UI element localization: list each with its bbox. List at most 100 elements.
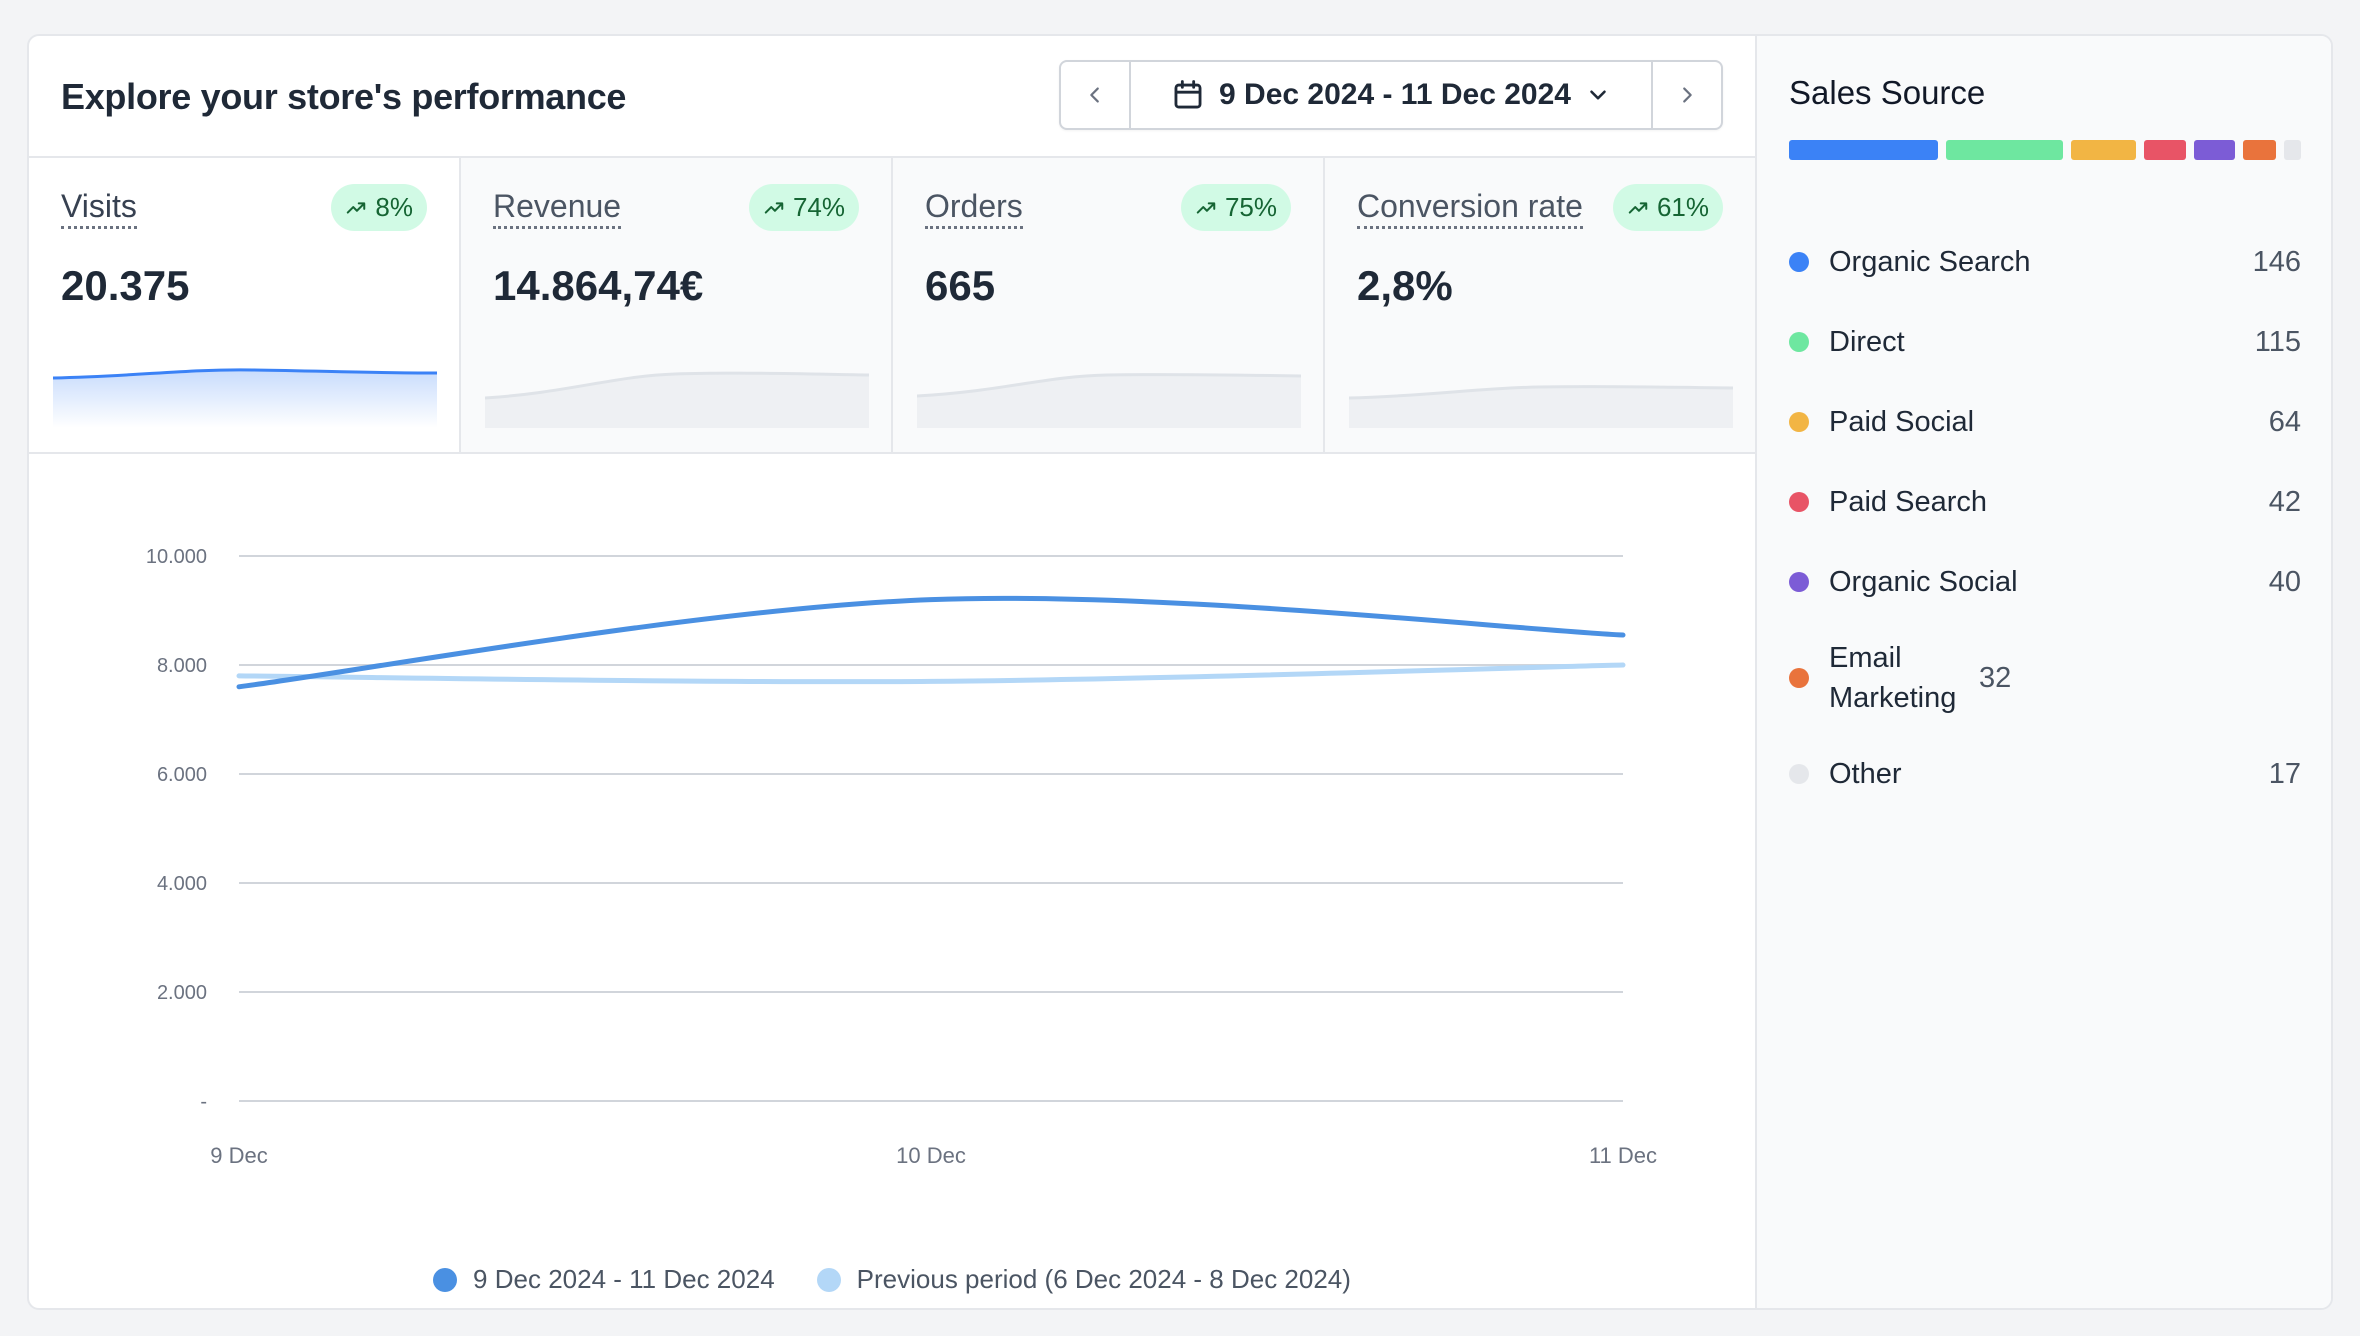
y-tick-label: 8.000 bbox=[157, 655, 207, 677]
source-row-paid-social[interactable]: Paid Social 64 bbox=[1789, 382, 2301, 462]
visits-chart: 10.000 8.000 6.000 4.000 2.000 - 9 Dec 10 Dec 11… bbox=[29, 454, 1755, 1308]
calendar-icon bbox=[1174, 80, 1202, 109]
change-badge: 75% bbox=[1180, 184, 1291, 231]
source-bar-segment bbox=[2243, 140, 2276, 160]
source-row-email-marketing[interactable]: Email Marketing 32 bbox=[1789, 622, 2301, 734]
legend-swatch bbox=[816, 1267, 841, 1292]
sales-source-bar bbox=[1789, 140, 2301, 160]
sales-source-panel: Sales Source Organic Search 146 Direct 1… bbox=[1757, 36, 2331, 1308]
source-row-other[interactable]: Other 17 bbox=[1789, 734, 2301, 814]
y-tick-label: 2.000 bbox=[157, 982, 207, 1004]
series-line-previous-period bbox=[236, 662, 1626, 685]
change-value: 61% bbox=[1656, 192, 1709, 222]
date-range-label: 9 Dec 2024 - 11 Dec 2024 bbox=[1219, 78, 1571, 111]
source-dot bbox=[1789, 412, 1809, 432]
source-bar-segment bbox=[2194, 140, 2236, 160]
y-tick-label: 10.000 bbox=[146, 546, 207, 568]
metric-label: Revenue bbox=[493, 189, 622, 229]
legend-swatch bbox=[433, 1267, 458, 1292]
source-name: Organic Social bbox=[1829, 566, 2018, 598]
metric-value: 665 bbox=[925, 262, 996, 309]
sparkline bbox=[1349, 385, 1733, 428]
previous-period-button[interactable] bbox=[1061, 62, 1131, 128]
metric-value: 14.864,74€ bbox=[493, 262, 704, 309]
metric-label: Visits bbox=[61, 189, 137, 229]
chevron-right-icon bbox=[1683, 87, 1692, 103]
chevron-left-icon bbox=[1090, 87, 1099, 103]
x-tick-label: 10 Dec bbox=[896, 1143, 966, 1168]
change-value: 8% bbox=[375, 192, 413, 222]
y-tick-label: - bbox=[200, 1091, 207, 1113]
source-dot bbox=[1789, 332, 1809, 352]
metric-tabs: Visits 8% 20.375 Revenue 74% 14.8 bbox=[29, 158, 1755, 454]
metric-tab-visits[interactable]: Visits 8% 20.375 bbox=[29, 158, 461, 452]
metric-value: 2,8% bbox=[1357, 262, 1453, 309]
sparkline bbox=[53, 368, 437, 428]
date-range-dropdown[interactable]: 9 Dec 2024 - 11 Dec 2024 bbox=[1131, 62, 1651, 128]
change-badge: 8% bbox=[331, 184, 427, 231]
source-bar-segment bbox=[1789, 140, 1938, 160]
x-tick-label: 11 Dec bbox=[1589, 1143, 1657, 1168]
source-dot bbox=[1789, 492, 1809, 512]
source-count: 64 bbox=[2268, 405, 2301, 438]
source-count: 115 bbox=[2254, 325, 2301, 358]
source-name: Paid Social bbox=[1829, 406, 1975, 438]
sparkline bbox=[917, 373, 1301, 428]
metric-tab-orders[interactable]: Orders 75% 665 bbox=[893, 158, 1325, 452]
source-name: Organic Search bbox=[1829, 246, 2031, 278]
main-panel: Explore your store's performance 9 Dec 2… bbox=[29, 36, 1757, 1308]
trending-up-icon bbox=[347, 201, 366, 214]
metric-tab-revenue[interactable]: Revenue 74% 14.864,74€ bbox=[461, 158, 893, 452]
source-row-organic-social[interactable]: Organic Social 40 bbox=[1789, 542, 2301, 622]
trending-up-icon bbox=[1196, 201, 1216, 214]
change-badge: 61% bbox=[1612, 184, 1723, 231]
trending-up-icon bbox=[1628, 201, 1648, 214]
source-dot bbox=[1789, 764, 1809, 784]
source-count: 32 bbox=[1979, 661, 2012, 694]
trending-up-icon bbox=[764, 201, 784, 214]
header: Explore your store's performance 9 Dec 2… bbox=[29, 36, 1755, 158]
source-count: 40 bbox=[2268, 565, 2301, 598]
source-dot bbox=[1789, 668, 1809, 688]
next-period-button[interactable] bbox=[1651, 62, 1721, 128]
line-chart: 10.000 8.000 6.000 4.000 2.000 - 9 Dec 10 Dec 11… bbox=[146, 546, 1657, 1168]
performance-card: Explore your store's performance 9 Dec 2… bbox=[27, 34, 2333, 1310]
source-dot bbox=[1789, 572, 1809, 592]
legend-previous-period[interactable]: Previous period (6 Dec 2024 - 8 Dec 2024… bbox=[816, 1264, 1351, 1295]
legend-label: Previous period (6 Dec 2024 - 8 Dec 2024… bbox=[856, 1264, 1351, 1294]
source-row-paid-search[interactable]: Paid Search 42 bbox=[1789, 462, 2301, 542]
source-row-organic-search[interactable]: Organic Search 146 bbox=[1789, 222, 2301, 302]
source-bar-segment bbox=[2070, 140, 2136, 160]
y-tick-label: 6.000 bbox=[157, 764, 207, 786]
source-count: 42 bbox=[2268, 485, 2301, 518]
source-count: 146 bbox=[2252, 245, 2301, 278]
source-dot bbox=[1789, 252, 1809, 272]
metric-label: Orders bbox=[925, 189, 1023, 229]
date-range-picker: 9 Dec 2024 - 11 Dec 2024 bbox=[1059, 60, 1723, 130]
source-bar-segment bbox=[1945, 140, 2063, 160]
metric-value: 20.375 bbox=[61, 262, 190, 309]
change-value: 75% bbox=[1224, 192, 1277, 222]
series-line-current-period bbox=[236, 595, 1626, 690]
source-name: Paid Search bbox=[1829, 486, 1987, 518]
source-bar-segment bbox=[2283, 140, 2301, 160]
source-bar-segment bbox=[2143, 140, 2187, 160]
change-value: 74% bbox=[792, 192, 845, 222]
chevron-down-icon bbox=[1590, 90, 1606, 100]
legend-label: 9 Dec 2024 - 11 Dec 2024 bbox=[473, 1264, 775, 1294]
metric-tab-conversion-rate[interactable]: Conversion rate 61% 2,8% bbox=[1325, 158, 1755, 452]
source-name: Email Marketing bbox=[1829, 642, 1957, 714]
source-name: Other bbox=[1829, 758, 1902, 790]
sales-source-title: Sales Source bbox=[1789, 74, 1986, 111]
change-badge: 74% bbox=[748, 184, 859, 231]
x-tick-label: 9 Dec bbox=[210, 1143, 267, 1168]
source-row-direct[interactable]: Direct 115 bbox=[1789, 302, 2301, 382]
source-name: Direct bbox=[1829, 326, 1905, 358]
sparkline bbox=[485, 371, 869, 428]
metric-label: Conversion rate bbox=[1357, 189, 1583, 229]
y-tick-label: 4.000 bbox=[157, 873, 207, 895]
page-title: Explore your store's performance bbox=[61, 76, 627, 117]
sales-source-list: Organic Search 146 Direct 115 Paid Socia… bbox=[1789, 222, 2301, 814]
chart-legend: 9 Dec 2024 - 11 Dec 2024 Previous period… bbox=[29, 1264, 1755, 1295]
legend-current-period[interactable]: 9 Dec 2024 - 11 Dec 2024 bbox=[433, 1264, 775, 1295]
